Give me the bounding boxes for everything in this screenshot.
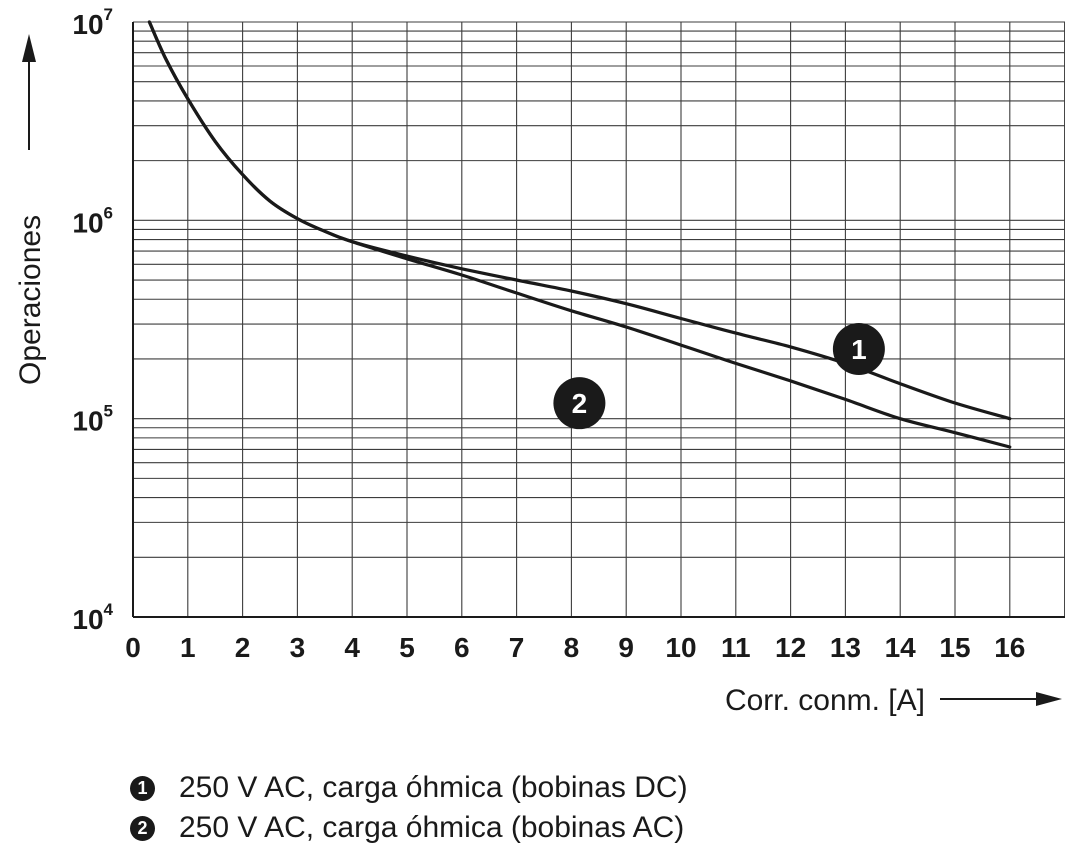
legend: 1 250 V AC, carga óhmica (bobinas DC) 2 … [130,768,688,848]
series-marker-label-2: 2 [572,388,588,419]
grid [133,21,1065,618]
x-tick-label: 16 [994,632,1025,663]
legend-label-2: 250 V AC, carga óhmica (bobinas AC) [179,811,685,844]
x-tick-label: 7 [509,632,525,663]
legend-badge-1: 1 [130,775,155,801]
x-tick-label: 5 [399,632,415,663]
x-tick-label: 4 [344,632,360,663]
x-tick-label: 3 [290,632,306,663]
y-tick-label: 106 [72,203,113,238]
legend-item-1: 1 250 V AC, carga óhmica (bobinas DC) [130,768,688,808]
y-axis-title: Operaciones [14,215,47,385]
series-line-2 [147,20,1012,449]
series-marker-1 [832,323,885,376]
x-axis-title: Corr. conm. [A] [725,684,925,717]
x-tick-label: 0 [125,632,141,663]
x-tick-label: 9 [618,632,634,663]
chart: 0 1 2 3 4 5 6 7 8 9 10 11 12 13 14 15 16104105106107Corr… [14,5,1065,717]
tick-labels: 0 1 2 3 4 5 6 7 8 9 10 11 12 13 14 15 16104105106107Corr… [14,5,1062,717]
x-tick-label: 13 [830,632,861,663]
x-tick-label: 8 [564,632,580,663]
series-marker-label-1: 1 [851,334,867,365]
x-tick-label: 15 [939,632,970,663]
series-group [147,20,1012,449]
x-tick-label: 10 [665,632,696,663]
x-tick-label: 6 [454,632,470,663]
x-tick-label: 11 [721,632,751,663]
series-marker-2 [553,377,606,430]
y-tick-label: 104 [72,600,113,635]
axes [132,22,1065,618]
legend-item-2: 2 250 V AC, carga óhmica (bobinas AC) [130,808,688,848]
x-tick-label: 2 [235,632,251,663]
x-axis-arrow-icon [1036,692,1062,706]
y-axis-arrow-icon [22,34,36,62]
x-tick-label: 12 [775,632,806,663]
x-tick-label: 1 [180,632,196,663]
y-tick-label: 105 [72,402,113,437]
y-tick-label: 107 [72,5,113,40]
legend-badge-2: 2 [130,815,155,841]
series-markers: 12 [553,323,885,430]
legend-label-1: 250 V AC, carga óhmica (bobinas DC) [179,771,688,804]
x-tick-label: 14 [885,632,917,663]
